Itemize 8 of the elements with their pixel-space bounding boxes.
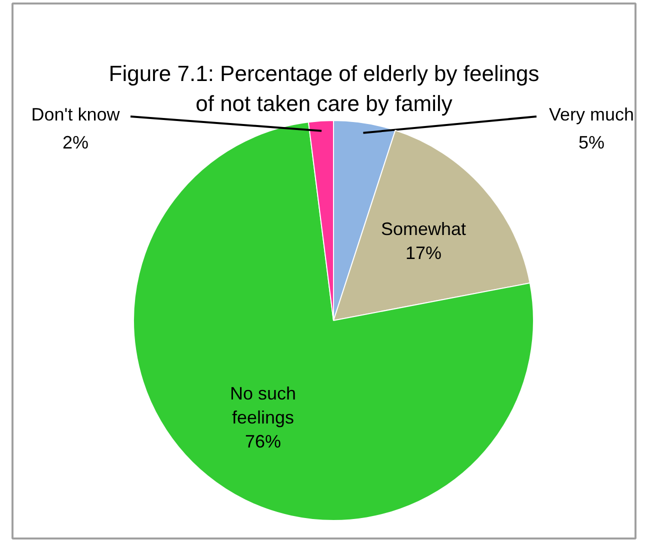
data-label: 2% [62, 132, 89, 152]
data-label: 5% [578, 132, 605, 152]
data-label: 17% [406, 243, 442, 264]
data-label: 76% [244, 432, 281, 452]
slice-label: No such feelings [230, 384, 296, 428]
slice-label: Very much [548, 104, 634, 124]
slice-label: Somewhat [380, 219, 466, 240]
slice-label: Don't know [31, 104, 121, 124]
